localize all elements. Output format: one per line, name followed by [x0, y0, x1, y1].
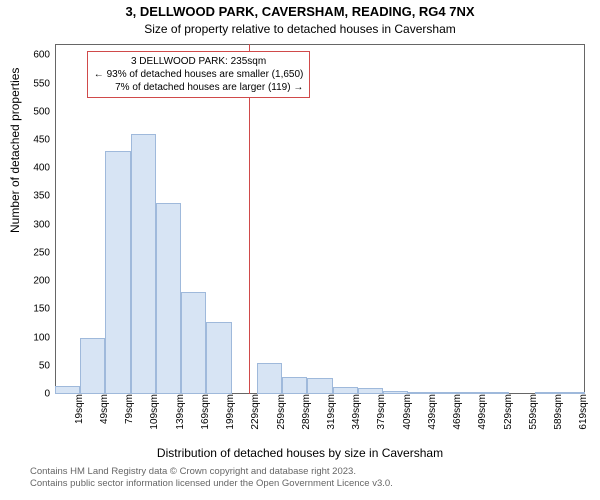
x-tick-label: 19sqm: [72, 394, 85, 424]
chart-title: 3, DELLWOOD PARK, CAVERSHAM, READING, RG…: [0, 4, 600, 19]
histogram-bar: [80, 338, 105, 394]
histogram-bar: [55, 386, 80, 394]
histogram-bar: [358, 388, 383, 394]
footer-line: Contains public sector information licen…: [30, 478, 600, 490]
histogram-bar: [105, 151, 130, 394]
x-tick-label: 229sqm: [248, 394, 261, 430]
histogram-bar: [156, 203, 181, 394]
x-tick-label: 349sqm: [349, 394, 362, 430]
attribution-footer: Contains HM Land Registry data © Crown c…: [0, 466, 600, 490]
histogram-bar: [535, 392, 560, 394]
histogram-bar: [459, 392, 484, 394]
y-tick-label: 100: [33, 332, 55, 343]
y-tick-label: 200: [33, 276, 55, 287]
x-axis-label: Distribution of detached houses by size …: [0, 446, 600, 460]
x-tick-label: 439sqm: [425, 394, 438, 430]
histogram-bar: [307, 378, 332, 394]
chart-container: 3, DELLWOOD PARK, CAVERSHAM, READING, RG…: [0, 0, 600, 500]
histogram-bar: [257, 363, 282, 394]
x-tick-label: 49sqm: [97, 394, 110, 424]
histogram-bar: [282, 377, 307, 394]
x-tick-label: 169sqm: [198, 394, 211, 430]
y-tick-label: 600: [33, 50, 55, 61]
x-tick-label: 559sqm: [526, 394, 539, 430]
x-tick-label: 79sqm: [122, 394, 135, 424]
y-axis-label: Number of detached properties: [8, 68, 22, 233]
x-tick-label: 409sqm: [400, 394, 413, 430]
histogram-bar: [434, 392, 459, 394]
histogram-bar: [484, 392, 509, 394]
x-tick-label: 319sqm: [324, 394, 337, 430]
x-tick-label: 139sqm: [173, 394, 186, 430]
x-tick-label: 619sqm: [576, 394, 589, 430]
legend-line: ← 93% of detached houses are smaller (1,…: [94, 68, 304, 81]
y-tick-label: 150: [33, 304, 55, 315]
x-tick-label: 529sqm: [501, 394, 514, 430]
x-tick-label: 109sqm: [147, 394, 160, 430]
histogram-bar: [206, 322, 231, 394]
x-tick-label: 259sqm: [274, 394, 287, 430]
histogram-bar: [408, 392, 433, 394]
y-tick-label: 450: [33, 134, 55, 145]
y-tick-label: 500: [33, 106, 55, 117]
y-tick-label: 550: [33, 78, 55, 89]
x-tick-label: 469sqm: [450, 394, 463, 430]
y-tick-label: 250: [33, 247, 55, 258]
x-tick-label: 199sqm: [223, 394, 236, 430]
y-tick-label: 300: [33, 219, 55, 230]
histogram-bar: [333, 387, 358, 394]
legend-box: 3 DELLWOOD PARK: 235sqm← 93% of detached…: [87, 51, 311, 98]
x-tick-label: 499sqm: [475, 394, 488, 430]
x-tick-label: 379sqm: [374, 394, 387, 430]
histogram-bar: [383, 391, 408, 394]
y-tick-label: 350: [33, 191, 55, 202]
footer-line: Contains HM Land Registry data © Crown c…: [30, 466, 600, 478]
x-tick-label: 289sqm: [299, 394, 312, 430]
y-tick-label: 0: [44, 389, 55, 400]
x-tick-label: 589sqm: [551, 394, 564, 430]
histogram-bar: [181, 292, 206, 394]
plot-area: 05010015020025030035040045050055060019sq…: [55, 44, 585, 394]
chart-subtitle: Size of property relative to detached ho…: [0, 22, 600, 36]
histogram-bar: [560, 392, 585, 394]
legend-line: 3 DELLWOOD PARK: 235sqm: [94, 55, 304, 68]
histogram-bar: [131, 134, 156, 394]
legend-line: 7% of detached houses are larger (119) →: [94, 81, 304, 94]
y-tick-label: 50: [39, 360, 55, 371]
y-tick-label: 400: [33, 163, 55, 174]
